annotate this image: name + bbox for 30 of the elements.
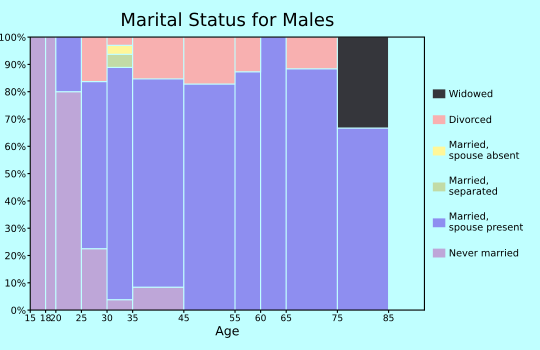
legend-label: Divorced: [450, 116, 492, 124]
x-tick-label: 45: [178, 314, 189, 322]
x-tick-label: 25: [76, 314, 86, 322]
y-tick-label: 90%: [5, 60, 26, 68]
legend-label: Married, separated: [449, 176, 498, 197]
y-tick-label: 50%: [5, 170, 26, 178]
x-tick-label: 75: [332, 314, 342, 322]
legend-label: Never married: [450, 248, 518, 256]
y-tick-label: 20%: [5, 252, 26, 260]
y-tick-label: 40%: [4, 197, 26, 205]
x-tick-label: 60: [256, 314, 266, 322]
y-tick-label: 10%: [6, 279, 26, 287]
x-tick-label: 18: [40, 314, 51, 322]
x-tick-label: 35: [128, 314, 138, 322]
legend-label: Married, spouse absent: [449, 140, 520, 161]
y-tick-label: 70%: [5, 115, 26, 123]
legend-label: Married, spouse present: [449, 212, 523, 233]
x-tick-label: 30: [102, 314, 112, 322]
x-tick-label: 85: [383, 314, 394, 322]
x-tick-label: 20: [50, 314, 61, 322]
y-tick-label: 0%: [11, 306, 26, 314]
x-tick-label: 55: [230, 314, 240, 322]
legend-label: Widowed: [449, 90, 492, 98]
y-tick-label: 80%: [5, 88, 26, 96]
x-tick-label: 15: [25, 314, 36, 322]
x-tick-label: 65: [281, 314, 292, 322]
chart-title: Marital Status for Males: [122, 12, 334, 26]
y-tick-label: 60%: [5, 142, 26, 150]
y-tick-label: 30%: [5, 224, 26, 232]
x-axis-title: Age: [215, 326, 239, 338]
